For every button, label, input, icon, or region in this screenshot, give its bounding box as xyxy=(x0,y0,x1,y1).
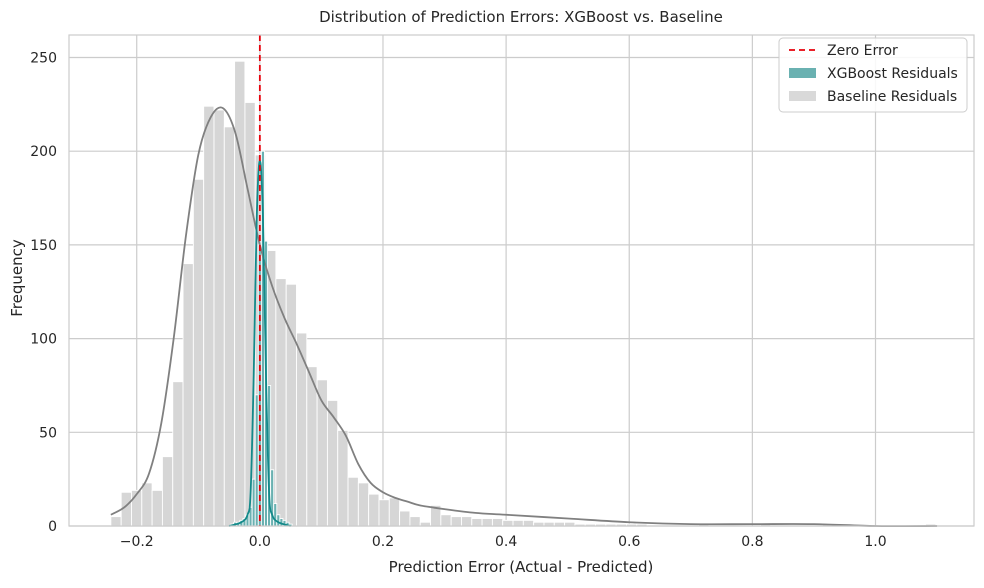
baseline-bar xyxy=(399,510,411,527)
baseline-bar xyxy=(306,366,318,527)
y-tick-label: 0 xyxy=(48,519,57,535)
x-tick-label: 1.0 xyxy=(864,534,886,550)
xgboost-bar xyxy=(254,394,259,527)
legend: Zero Error XGBoost Residuals Baseline Resi… xyxy=(778,37,968,113)
x-axis-label: Prediction Error (Actual - Predicted) xyxy=(389,558,654,576)
baseline-bar xyxy=(368,493,380,527)
baseline-bar xyxy=(244,102,256,527)
legend-label-xgboost-residuals: XGBoost Residuals xyxy=(827,66,958,82)
baseline-kde-line xyxy=(110,106,938,528)
baseline-bar xyxy=(409,516,421,527)
baseline-bar xyxy=(471,518,483,527)
y-axis-label: Frequency xyxy=(8,239,26,317)
baseline-bar xyxy=(151,489,163,527)
baseline-bar xyxy=(522,519,535,527)
baseline-bar xyxy=(141,482,153,527)
baseline-bar xyxy=(223,126,236,527)
baseline-bar xyxy=(378,499,390,527)
x-tick-label: 0.6 xyxy=(618,534,640,550)
x-tick-label: 0.2 xyxy=(372,534,394,550)
legend-swatch-xgboost-residuals xyxy=(789,68,816,78)
x-tick-label: −0.2 xyxy=(120,534,154,550)
baseline-bar xyxy=(388,497,401,527)
baseline-bar xyxy=(213,109,225,527)
baseline-bar xyxy=(161,456,174,527)
baseline-bar xyxy=(275,278,287,527)
xgboost-bar xyxy=(251,478,256,527)
baseline-bar xyxy=(337,429,349,527)
x-tick-label: 0.8 xyxy=(741,534,763,550)
x-tick-label: 0.0 xyxy=(249,534,271,550)
y-tick-label: 100 xyxy=(30,332,57,348)
y-tick-label: 200 xyxy=(30,144,57,160)
baseline-bar xyxy=(461,516,473,527)
baseline-bar xyxy=(285,283,297,527)
plot-frame xyxy=(68,34,975,527)
baseline-bar xyxy=(481,518,493,527)
y-axis-ticks: 0 50 100 150 200 250 xyxy=(30,50,57,535)
legend-swatch-baseline-residuals xyxy=(789,91,816,101)
y-tick-label: 150 xyxy=(30,238,57,254)
baseline-bar xyxy=(357,482,370,527)
baseline-bar xyxy=(502,519,514,527)
y-tick-label: 250 xyxy=(30,50,57,66)
chart-title: Distribution of Prediction Errors: XGBoo… xyxy=(319,8,723,26)
baseline-bar xyxy=(172,381,184,527)
baseline-bar xyxy=(450,516,462,527)
baseline-bar xyxy=(182,263,194,527)
x-tick-label: 0.4 xyxy=(495,534,517,550)
baseline-bar xyxy=(110,516,122,527)
baseline-bar xyxy=(234,60,246,527)
plot-area xyxy=(68,34,975,528)
baseline-bar xyxy=(512,519,524,527)
baseline-bar xyxy=(491,518,504,527)
legend-box xyxy=(778,37,968,113)
xgboost-bar xyxy=(276,514,281,527)
baseline-bar xyxy=(192,178,205,527)
legend-label-baseline-residuals: Baseline Residuals xyxy=(827,89,957,105)
legend-label-zero-error: Zero Error xyxy=(827,43,898,59)
y-tick-label: 50 xyxy=(39,425,57,441)
x-axis-ticks: −0.2 0.0 0.2 0.4 0.6 0.8 1.0 xyxy=(120,534,887,550)
baseline-bar xyxy=(347,476,359,527)
baseline-bar xyxy=(203,105,215,527)
baseline-bar xyxy=(440,514,452,527)
xgboost-bar xyxy=(273,503,278,527)
